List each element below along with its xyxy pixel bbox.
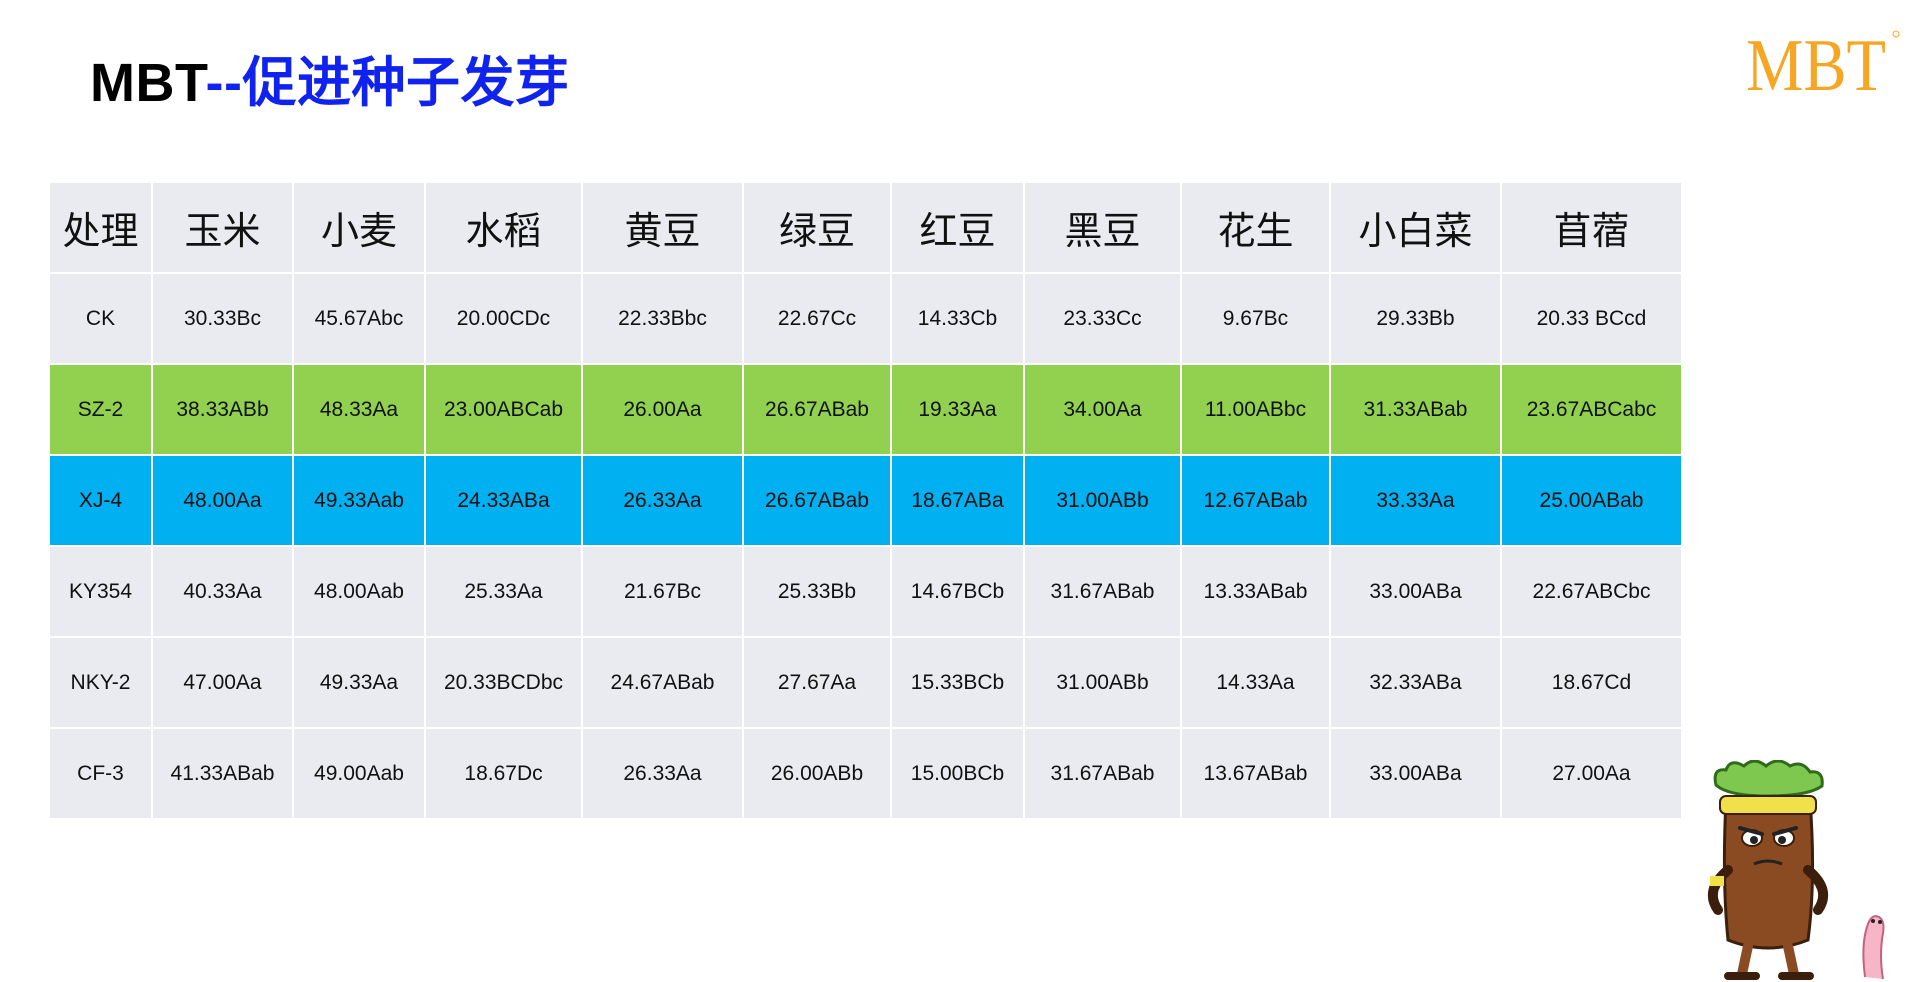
title-main: 促进种子发芽 (242, 53, 570, 113)
value-cell: 31.00ABb (1023, 454, 1182, 547)
value-cell: 13.67ABab (1180, 727, 1331, 820)
value-cell: 41.33ABab (151, 727, 294, 820)
value-cell: 13.33ABab (1180, 545, 1331, 638)
header-cell: 黑豆 (1023, 181, 1182, 274)
value-cell: 11.00ABbc (1180, 363, 1331, 456)
treatment-cell: NKY-2 (48, 636, 153, 729)
value-cell: 48.00Aa (151, 454, 294, 547)
value-cell: 33.00ABa (1329, 727, 1502, 820)
value-cell: 9.67Bc (1180, 272, 1331, 365)
treatment-cell: KY354 (48, 545, 153, 638)
value-cell: 20.00CDc (424, 272, 583, 365)
value-cell: 33.00ABa (1329, 545, 1502, 638)
title-prefix: MBT (90, 53, 206, 113)
treatment-cell: CF-3 (48, 727, 153, 820)
value-cell: 40.33Aa (151, 545, 294, 638)
worm-icon (1862, 915, 1885, 980)
table-row: CF-3 41.33ABab 49.00Aab 18.67Dc 26.33Aa 26.00… (48, 727, 1683, 820)
value-cell: 38.33ABb (151, 363, 294, 456)
value-cell: 48.33Aa (292, 363, 426, 456)
value-cell: 25.00ABab (1500, 454, 1683, 547)
slide-title: MBT--促进种子发芽 (90, 48, 569, 118)
value-cell: 32.33ABa (1329, 636, 1502, 729)
table-row: NKY-2 47.00Aa 49.33Aa 20.33BCDbc 24.67ABab 27… (48, 636, 1683, 729)
value-cell: 21.67Bc (581, 545, 744, 638)
value-cell: 18.67ABa (890, 454, 1025, 547)
seed-germination-table: 处理 玉米 小麦 水稻 黄豆 绿豆 红豆 黑豆 花生 小白菜 苜蓿 CK 30.3… (48, 181, 1683, 820)
value-cell: 14.33Aa (1180, 636, 1331, 729)
header-cell: 玉米 (151, 181, 294, 274)
svg-text:MBT: MBT (1746, 25, 1886, 102)
value-cell: 27.67Aa (742, 636, 892, 729)
value-cell: 22.67ABCbc (1500, 545, 1683, 638)
value-cell: 14.33Cb (890, 272, 1025, 365)
value-cell: 24.33ABa (424, 454, 583, 547)
value-cell: 31.33ABab (1329, 363, 1502, 456)
header-cell: 水稻 (424, 181, 583, 274)
header-cell: 红豆 (890, 181, 1025, 274)
vegetable-mascot-icon (1707, 760, 1829, 980)
value-cell: 15.33BCb (890, 636, 1025, 729)
header-cell: 苜蓿 (1500, 181, 1683, 274)
value-cell: 26.00Aa (581, 363, 744, 456)
value-cell: 49.33Aa (292, 636, 426, 729)
value-cell: 33.33Aa (1329, 454, 1502, 547)
mbt-logo-icon: MBT (1746, 25, 1900, 102)
treatment-cell: SZ-2 (48, 363, 153, 456)
value-cell: 24.67ABab (581, 636, 744, 729)
value-cell: 18.67Cd (1500, 636, 1683, 729)
title-separator: -- (205, 53, 243, 113)
treatment-cell: CK (48, 272, 153, 365)
value-cell: 22.33Bbc (581, 272, 744, 365)
value-cell: 25.33Bb (742, 545, 892, 638)
header-cell: 绿豆 (742, 181, 892, 274)
value-cell: 26.67ABab (742, 363, 892, 456)
value-cell: 30.33Bc (151, 272, 294, 365)
value-cell: 29.33Bb (1329, 272, 1502, 365)
value-cell: 26.33Aa (581, 727, 744, 820)
value-cell: 34.00Aa (1023, 363, 1182, 456)
value-cell: 14.67BCb (890, 545, 1025, 638)
value-cell: 45.67Abc (292, 272, 426, 365)
value-cell: 31.67ABab (1023, 727, 1182, 820)
value-cell: 23.67ABCabc (1500, 363, 1683, 456)
value-cell: 47.00Aa (151, 636, 294, 729)
value-cell: 26.00ABb (742, 727, 892, 820)
value-cell: 48.00Aab (292, 545, 426, 638)
value-cell: 20.33BCDbc (424, 636, 583, 729)
header-cell: 花生 (1180, 181, 1331, 274)
value-cell: 15.00BCb (890, 727, 1025, 820)
header-cell: 小麦 (292, 181, 426, 274)
value-cell: 26.33Aa (581, 454, 744, 547)
table-row: KY354 40.33Aa 48.00Aab 25.33Aa 21.67Bc 25.33B… (48, 545, 1683, 638)
value-cell: 19.33Aa (890, 363, 1025, 456)
treatment-cell: XJ-4 (48, 454, 153, 547)
value-cell: 22.67Cc (742, 272, 892, 365)
value-cell: 31.00ABb (1023, 636, 1182, 729)
header-cell: 处理 (48, 181, 153, 274)
value-cell: 49.00Aab (292, 727, 426, 820)
value-cell: 31.67ABab (1023, 545, 1182, 638)
value-cell: 26.67ABab (742, 454, 892, 547)
table-row: XJ-4 48.00Aa 49.33Aab 24.33ABa 26.33Aa 26.67A… (48, 454, 1683, 547)
header-cell: 黄豆 (581, 181, 744, 274)
header-cell: 小白菜 (1329, 181, 1502, 274)
table-row: CK 30.33Bc 45.67Abc 20.00CDc 22.33Bbc 22.67Cc… (48, 272, 1683, 365)
value-cell: 23.33Cc (1023, 272, 1182, 365)
table-header-row: 处理 玉米 小麦 水稻 黄豆 绿豆 红豆 黑豆 花生 小白菜 苜蓿 (48, 181, 1683, 274)
value-cell: 49.33Aab (292, 454, 426, 547)
value-cell: 12.67ABab (1180, 454, 1331, 547)
value-cell: 18.67Dc (424, 727, 583, 820)
value-cell: 25.33Aa (424, 545, 583, 638)
value-cell: 20.33 BCcd (1500, 272, 1683, 365)
value-cell: 27.00Aa (1500, 727, 1683, 820)
table-row: SZ-2 38.33ABb 48.33Aa 23.00ABCab 26.00Aa 26.6… (48, 363, 1683, 456)
value-cell: 23.00ABCab (424, 363, 583, 456)
